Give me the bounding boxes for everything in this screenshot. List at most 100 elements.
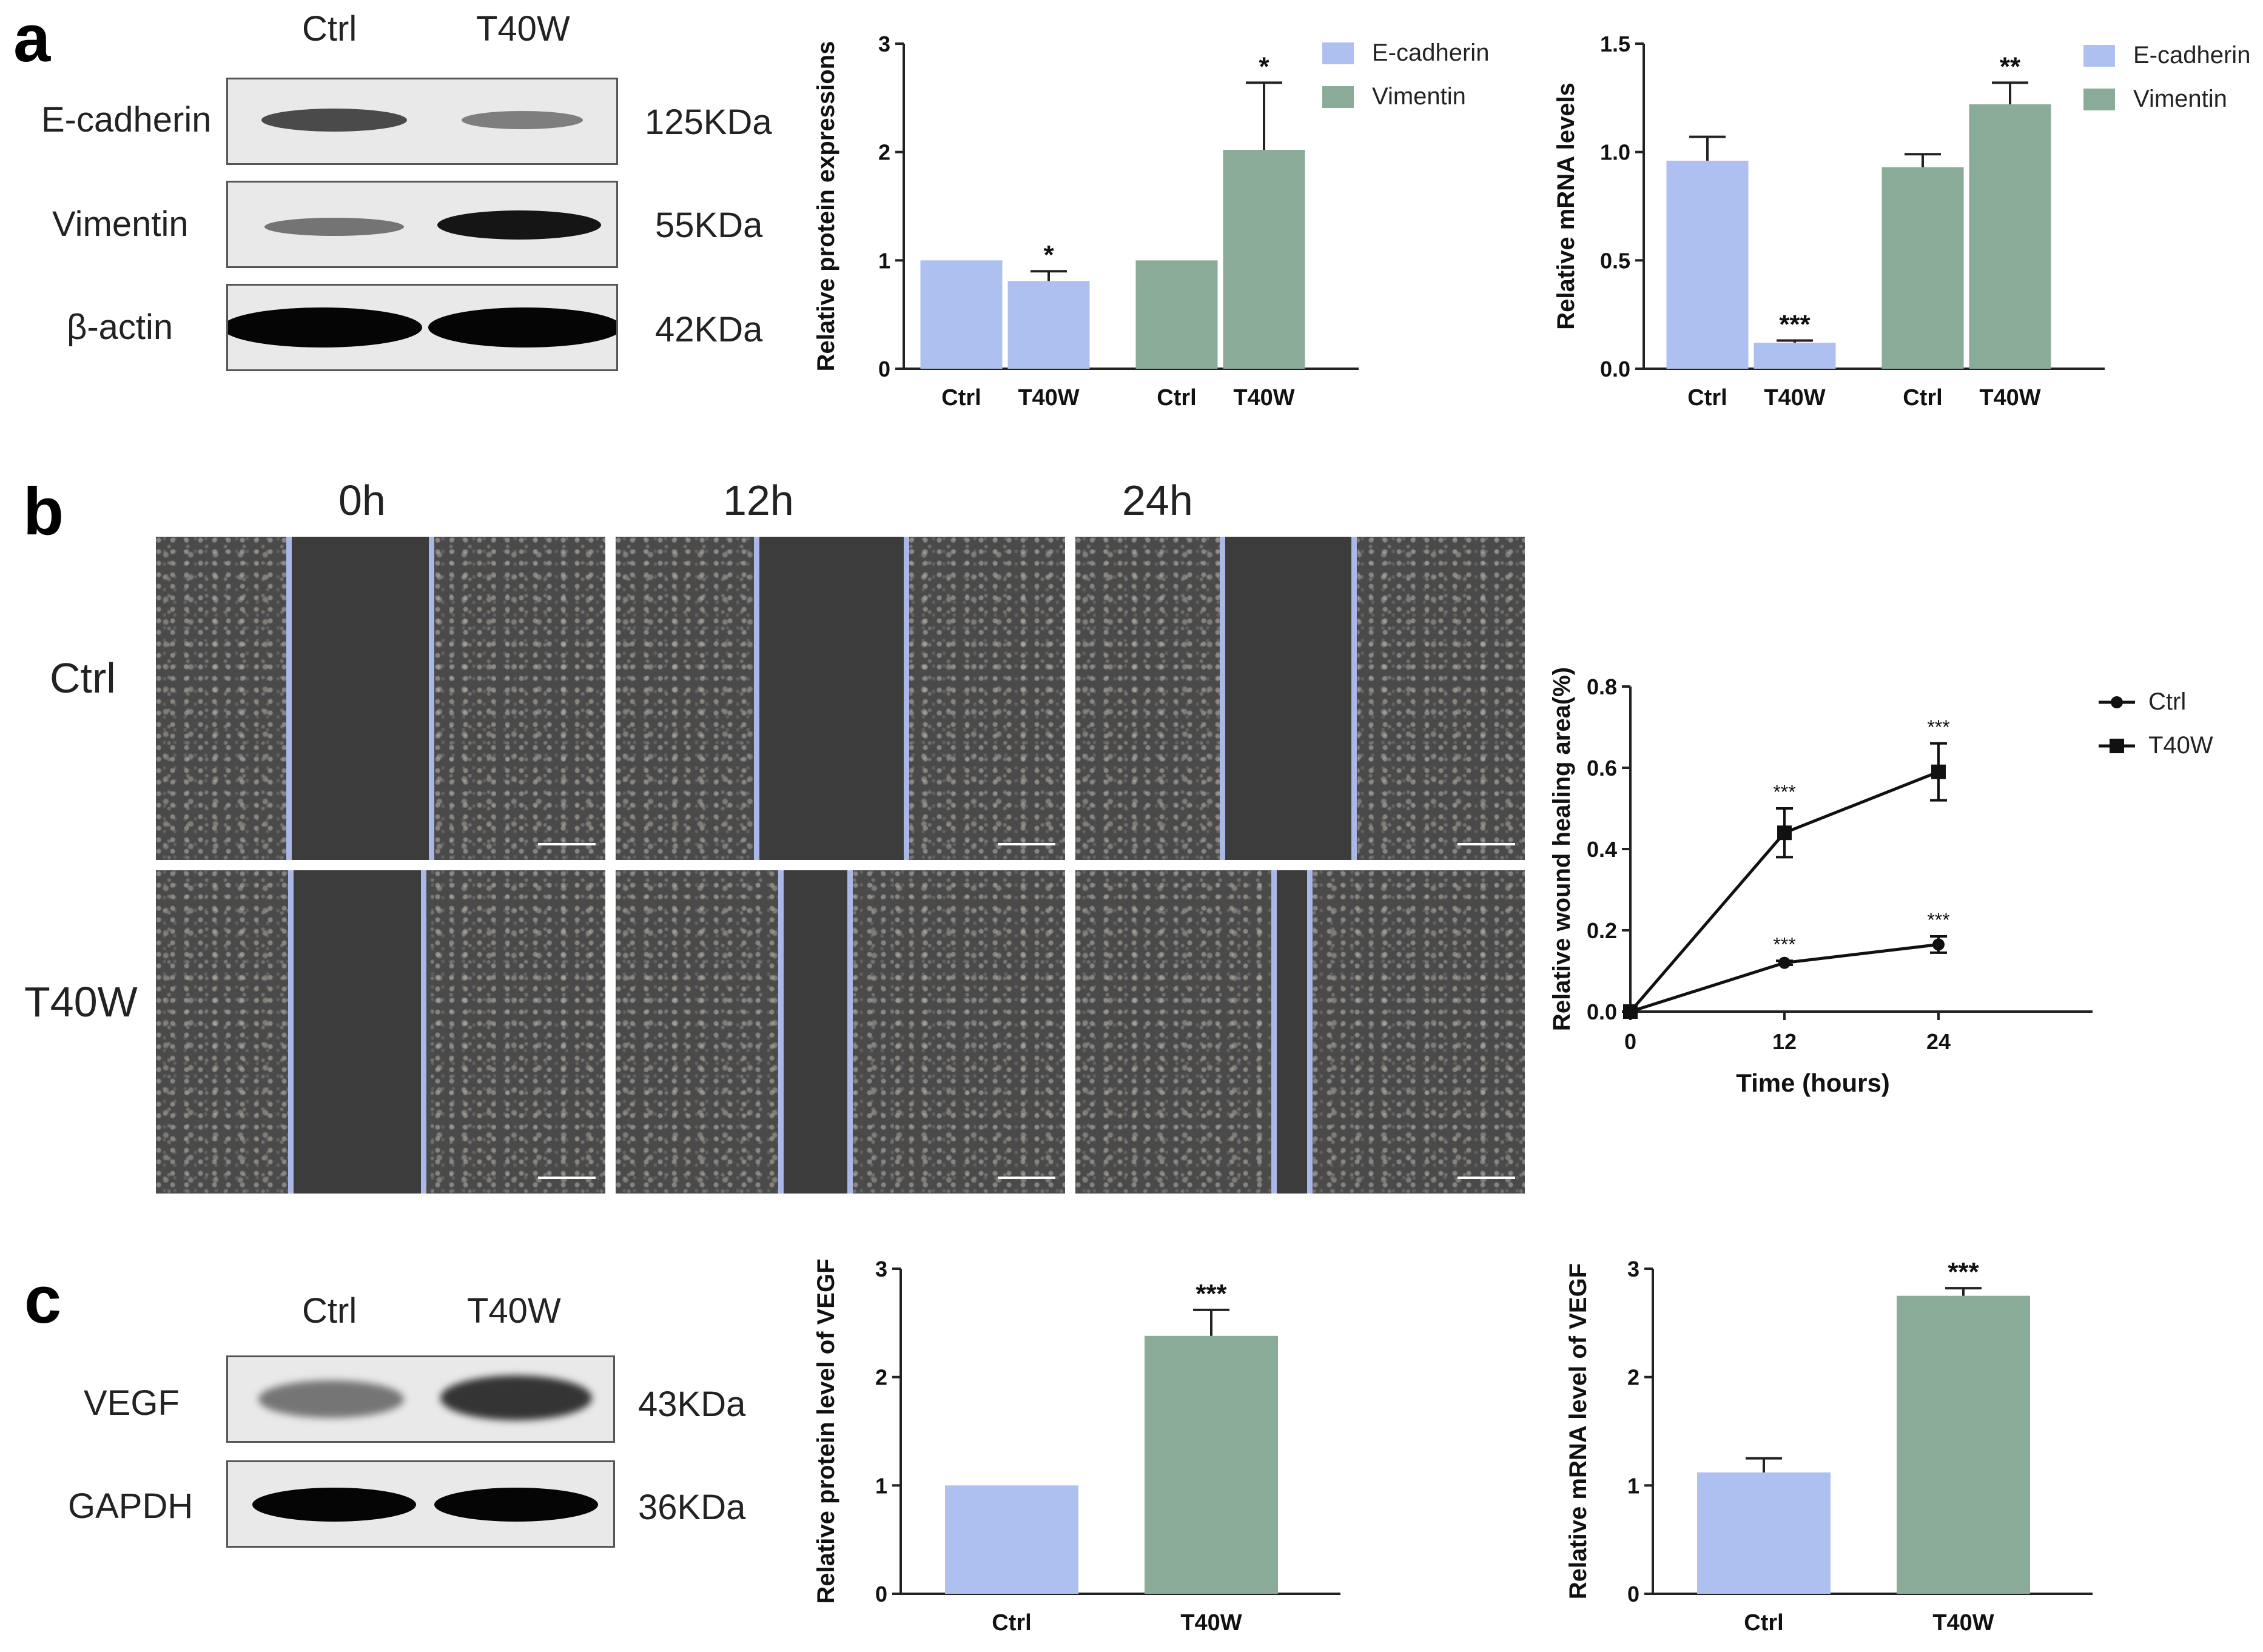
legend-label: Ctrl — [2148, 688, 2186, 715]
significance-label: *** — [1927, 716, 1949, 738]
legend-swatch — [2083, 89, 2115, 110]
blot-a-row-label-ecadherin: E-cadherin — [41, 100, 212, 139]
blot-a-size-actin: 42KDa — [655, 310, 763, 349]
y-tick-label: 0 — [878, 357, 890, 381]
band-vimentin-t40w — [437, 210, 601, 240]
bar — [1697, 1472, 1831, 1594]
significance-label: * — [1043, 240, 1054, 270]
bar — [1145, 1335, 1278, 1594]
wound-time-24h: 24h — [1122, 477, 1193, 524]
significance-label: *** — [1773, 933, 1795, 955]
bar — [945, 1485, 1078, 1594]
bar — [1754, 343, 1836, 369]
y-tick-label: 0.0 — [1587, 999, 1617, 1024]
data-point — [1778, 956, 1791, 969]
band-ecadherin-t40w — [462, 111, 583, 129]
wound-group-ctrl: Ctrl — [50, 654, 116, 702]
blot-a-size-ecadherin: 125KDa — [645, 102, 772, 142]
band-gapdh-ctrl — [252, 1488, 416, 1522]
blot-c-strip-gapdh — [226, 1460, 615, 1548]
y-axis-label: Relative wound healing area(%) — [1548, 667, 1575, 1031]
scale-bar — [1458, 843, 1515, 845]
blot-c-size-vegf: 43KDa — [638, 1385, 746, 1424]
chart-mrna-levels: 0.0 0.5 1.0 1.5 Relative mRNA levels Ctrl *** T… — [1553, 32, 2250, 411]
x-tick-label: Ctrl — [1157, 385, 1196, 411]
legend-swatch — [2083, 45, 2115, 67]
micrograph-ctrl-24h — [1075, 537, 1525, 860]
x-axis-label: Time (hours) — [1736, 1069, 1890, 1097]
y-tick-label: 2 — [1627, 1365, 1639, 1390]
panel-label-c: c — [24, 1263, 62, 1337]
significance-label: *** — [1779, 310, 1811, 340]
x-tick-label: Ctrl — [1903, 385, 1942, 411]
significance-label: *** — [1948, 1257, 1979, 1287]
blot-a-strip-actin — [226, 284, 618, 371]
wound-edge-right — [847, 870, 853, 1194]
band-vegf-t40w — [440, 1375, 592, 1420]
blot-a-col-ctrl: Ctrl — [302, 9, 357, 49]
legend-swatch — [1322, 42, 1354, 64]
blot-a-row-label-actin: β-actin — [67, 307, 173, 347]
x-tick-label: 0 — [1624, 1029, 1636, 1054]
legend-label: E-cadherin — [2133, 42, 2250, 69]
band-actin-t40w — [428, 307, 616, 348]
significance-label: * — [1259, 52, 1269, 81]
wound-edge-left — [754, 537, 759, 860]
y-tick-label: 0.0 — [1600, 357, 1630, 381]
blot-a-strip-ecadherin — [226, 78, 618, 165]
blot-c-col-ctrl: Ctrl — [302, 1291, 357, 1331]
scale-bar — [1458, 1177, 1515, 1179]
wound-edge-left — [288, 870, 294, 1194]
chart-vegf-mrna: 0 1 2 3 Relative mRNA level of VEGF Ctrl *** T4… — [1565, 1257, 2093, 1636]
panel-label-b: b — [23, 474, 64, 549]
x-tick-label: Ctrl — [1744, 1610, 1783, 1636]
significance-label: *** — [1195, 1279, 1227, 1309]
chart-wound-healing: 0.0 0.2 0.4 0.6 0.8 0 12 24 Time (hours) Relative… — [1548, 667, 2213, 1097]
legend-marker — [2110, 739, 2124, 753]
band-actin-ctrl — [228, 307, 422, 348]
blot-c-strip-vegf — [226, 1355, 615, 1443]
y-axis-label: Relative protein level of VEGF — [813, 1258, 839, 1603]
y-tick-label: 1 — [875, 1473, 887, 1498]
y-tick-label: 1 — [1627, 1473, 1639, 1498]
y-tick-label: 0.8 — [1587, 674, 1617, 699]
panel-label-a: a — [13, 1, 51, 76]
x-tick-label: Ctrl — [1687, 385, 1727, 411]
micrograph-t40w-24h — [1075, 870, 1525, 1194]
significance-label: ** — [2000, 52, 2021, 81]
data-point — [1777, 825, 1792, 841]
bar — [1969, 104, 2051, 369]
y-axis-label: Relative mRNA level of VEGF — [1565, 1263, 1592, 1599]
y-tick-label: 0 — [875, 1582, 887, 1607]
y-tick-label: 0.4 — [1587, 837, 1617, 862]
y-tick-label: 0.5 — [1600, 248, 1630, 273]
chart-protein-expressions: 0 1 2 3 Relative protein expressions Ctrl * T40… — [813, 32, 1489, 411]
scale-bar — [998, 843, 1055, 845]
wound-edge-right — [904, 537, 909, 860]
y-tick-label: 1.0 — [1600, 140, 1630, 165]
micrograph-ctrl-12h — [616, 537, 1065, 860]
band-gapdh-t40w — [434, 1488, 598, 1522]
y-tick-label: 0.6 — [1587, 756, 1617, 781]
data-point — [1931, 764, 1946, 779]
blot-a-col-t40w: T40W — [476, 9, 570, 49]
bar — [1881, 167, 1964, 369]
micrograph-ctrl-0h — [156, 537, 605, 860]
significance-label: *** — [1927, 909, 1949, 931]
bar — [1897, 1295, 2030, 1594]
x-tick-label: T40W — [1018, 385, 1079, 411]
x-tick-label: T40W — [1180, 1610, 1242, 1636]
legend-marker — [2111, 696, 2123, 708]
y-axis-label: Relative protein expressions — [813, 41, 839, 372]
band-vegf-ctrl — [258, 1380, 404, 1418]
y-tick-label: 0 — [1627, 1582, 1639, 1607]
scale-bar — [538, 843, 596, 845]
y-axis-label: Relative mRNA levels — [1553, 82, 1579, 330]
bar — [1007, 281, 1090, 369]
wound-time-12h: 12h — [723, 477, 794, 524]
y-tick-label: 3 — [878, 32, 890, 56]
x-tick-label: T40W — [1979, 385, 2040, 411]
legend-label: Vimentin — [2133, 86, 2227, 112]
bar — [1135, 260, 1218, 369]
legend-label: Vimentin — [1372, 83, 1466, 110]
